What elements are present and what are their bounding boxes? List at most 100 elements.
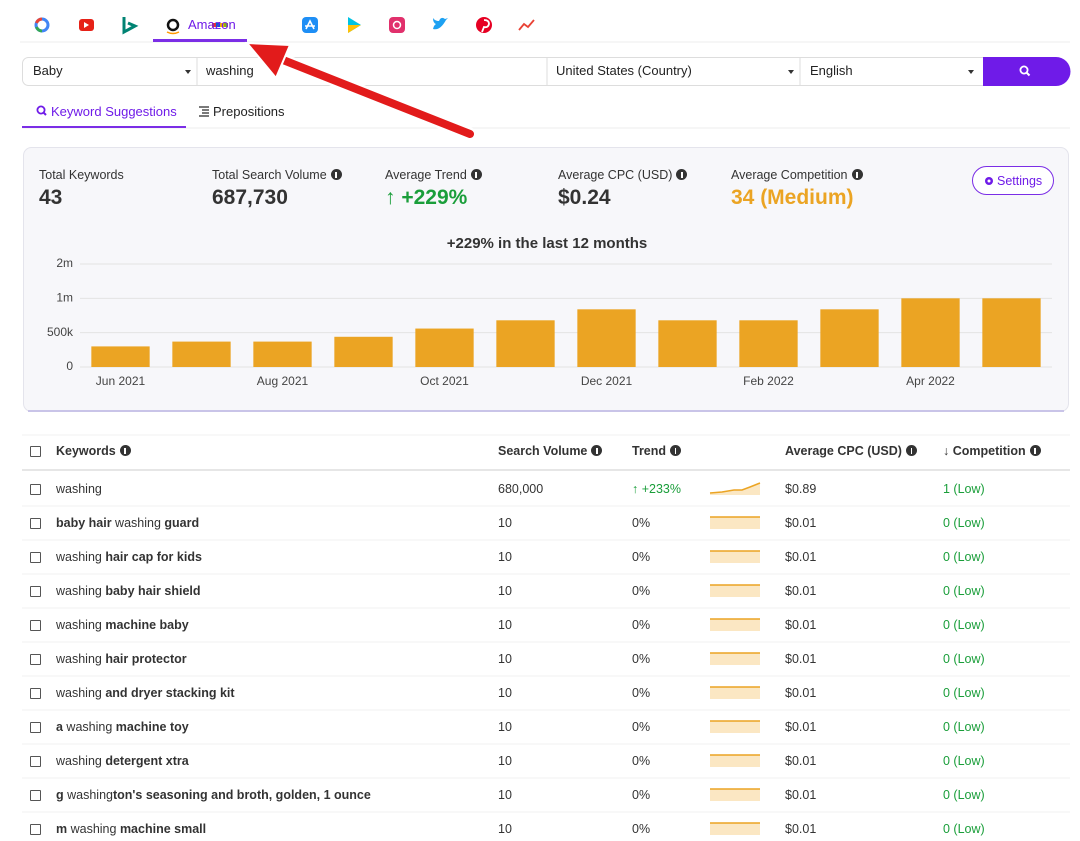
- subtab[interactable]: Prepositions: [213, 104, 285, 119]
- checkbox[interactable]: [30, 620, 41, 631]
- settings-button[interactable]: [972, 166, 1054, 195]
- amazon-icon[interactable]: [166, 18, 180, 32]
- checkbox[interactable]: [30, 518, 41, 529]
- trend: 0%: [632, 516, 651, 530]
- info-icon: [1029, 445, 1041, 456]
- search-volume: 10: [498, 550, 512, 564]
- competition: 0 (Low): [943, 788, 985, 802]
- search-bar: [22, 57, 1023, 86]
- keyword-part: hair protector: [105, 652, 187, 666]
- column-header: Average CPC (USD): [785, 443, 917, 459]
- keyword-part: and dryer stacking kit: [105, 686, 235, 700]
- sparkline: [710, 619, 760, 631]
- subtab[interactable]: Keyword Suggestions: [51, 104, 177, 119]
- search-volume: 10: [498, 516, 512, 530]
- bar: [334, 336, 393, 367]
- trend: ↑ +233%: [632, 482, 681, 496]
- sparkline: [710, 517, 760, 529]
- keyword-part: washing: [62, 720, 116, 734]
- keyword-part: washing: [56, 550, 106, 564]
- competition: 0 (Low): [943, 822, 985, 836]
- sparkline: [710, 687, 760, 699]
- chart-title: +229% in the last 12 months: [447, 235, 648, 252]
- cpc: $0.89: [785, 482, 817, 496]
- x-tick-label: Jun 2021: [96, 374, 146, 388]
- checkbox[interactable]: [30, 586, 41, 597]
- keyword[interactable]: baby hair washing guard: [56, 515, 199, 531]
- keyword[interactable]: washing hair cap for kids: [56, 549, 202, 565]
- keyword[interactable]: washing: [56, 481, 102, 497]
- search-volume: 10: [498, 822, 512, 836]
- bar: [739, 320, 798, 367]
- y-tick-label: 0: [66, 359, 73, 373]
- keyword-part: detergent xtra: [105, 754, 189, 768]
- sparkline: [710, 483, 760, 495]
- bar: [415, 328, 474, 367]
- stat-value: 34 (Medium): [731, 186, 854, 209]
- keyword[interactable]: washing and dryer stacking kit: [56, 685, 235, 701]
- trend: 0%: [632, 550, 651, 564]
- keyword[interactable]: washing baby hair shield: [56, 583, 201, 599]
- checkbox[interactable]: [30, 654, 41, 665]
- keyword-part: washing: [56, 652, 106, 666]
- bar: [496, 320, 555, 367]
- bar: [577, 309, 636, 367]
- keyword[interactable]: m washing machine small: [56, 821, 206, 837]
- stat-label: Total Search Volume: [212, 167, 342, 183]
- bar: [253, 341, 312, 367]
- query-input[interactable]: washing: [206, 63, 254, 78]
- competition: 0 (Low): [943, 584, 985, 598]
- keyword[interactable]: washing machine baby: [56, 617, 189, 633]
- stat-value: ↑ +229%: [385, 186, 468, 209]
- keyword[interactable]: a washing machine toy: [56, 719, 189, 735]
- trends-icon[interactable]: [518, 19, 535, 31]
- trend: 0%: [632, 584, 651, 598]
- checkbox[interactable]: [30, 446, 41, 457]
- cpc: $0.01: [785, 788, 817, 802]
- cpc: $0.01: [785, 720, 817, 734]
- x-tick-label: Apr 2022: [906, 374, 955, 388]
- bar: [820, 309, 879, 367]
- keyword-part: washing: [56, 482, 102, 496]
- twitter-icon[interactable]: [433, 17, 448, 30]
- search-volume: 10: [498, 788, 512, 802]
- settings-label[interactable]: Settings: [997, 174, 1043, 188]
- keyword-part: hair cap for kids: [105, 550, 202, 564]
- tab-amazon[interactable]: Amazon: [188, 17, 236, 32]
- country-select[interactable]: United States (Country): [556, 63, 692, 78]
- column-header: ↓ Competition: [943, 443, 1041, 459]
- checkbox[interactable]: [30, 552, 41, 563]
- checkbox[interactable]: [30, 790, 41, 801]
- active-tab-underline: [153, 39, 247, 42]
- checkbox[interactable]: [30, 824, 41, 835]
- bing-icon[interactable]: [122, 17, 139, 35]
- info-icon: [591, 445, 603, 456]
- keyword-part: washing: [63, 788, 113, 802]
- checkbox[interactable]: [30, 688, 41, 699]
- keyword[interactable]: washing detergent xtra: [56, 753, 189, 769]
- ebay-icon[interactable]: [212, 23, 216, 27]
- checkbox[interactable]: [30, 756, 41, 767]
- keyword-part: washing: [56, 618, 106, 632]
- stat-label: Average CPC (USD): [558, 167, 688, 183]
- category-select[interactable]: Baby: [33, 63, 63, 78]
- info-icon: [670, 445, 682, 456]
- sparkline: [710, 755, 760, 767]
- keyword[interactable]: g washington's seasoning and broth, gold…: [56, 787, 371, 803]
- cpc: $0.01: [785, 686, 817, 700]
- instagram-icon[interactable]: [389, 17, 405, 33]
- keyword[interactable]: washing hair protector: [56, 651, 187, 667]
- x-tick-label: Oct 2021: [420, 374, 469, 388]
- language-select[interactable]: English: [810, 63, 853, 78]
- search-volume: 10: [498, 584, 512, 598]
- checkbox[interactable]: [30, 722, 41, 733]
- checkbox[interactable]: [30, 484, 41, 495]
- trend: 0%: [632, 822, 651, 836]
- competition: 0 (Low): [943, 652, 985, 666]
- trend: 0%: [632, 754, 651, 768]
- annotation-arrow: [244, 41, 477, 141]
- sparkline: [709, 482, 761, 494]
- keyword-part: washing: [56, 584, 106, 598]
